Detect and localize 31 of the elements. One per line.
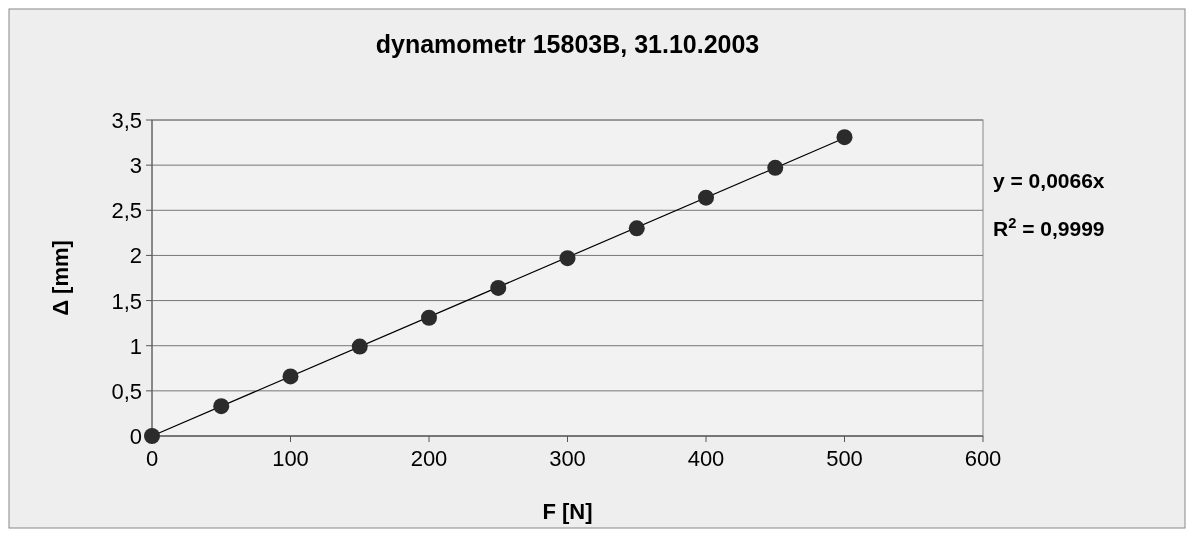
point [698,189,714,206]
point [351,338,368,355]
x-axis-title: F [N] [542,499,593,524]
y-tick-label: 2,5 [111,198,142,224]
point [490,279,507,296]
chart-title: dynamometr 15803B, 31.10.2003 [375,30,760,58]
point [767,159,784,176]
point [628,220,645,237]
y-tick-label: 1 [129,333,142,359]
y-axis-title: Δ [mm] [48,240,73,316]
x-tick-label: 200 [410,446,448,471]
y-tick-label: 3,5 [111,108,142,133]
point [421,309,437,326]
y-tick-label: 2 [129,243,142,269]
point [144,428,160,444]
point [282,368,299,385]
x-tick-label: 0 [145,446,159,471]
point [213,398,230,415]
y-tick-label: 3 [129,153,142,179]
x-tick-label: 400 [687,446,725,471]
y-tick-label: 0,5 [111,378,142,404]
x-tick-label: 300 [549,446,586,471]
text: R$^{2}$ = 0,9999 [993,215,1105,240]
y-tick-label: 0 [129,424,142,449]
x-tick-label: 600 [964,446,1002,471]
text: y = 0,0066x [993,169,1105,192]
point [559,250,576,267]
x-tick-label: 500 [826,446,863,471]
y-tick-label: 1,5 [111,288,142,314]
point [836,129,853,146]
x-tick-label: 100 [272,446,309,471]
